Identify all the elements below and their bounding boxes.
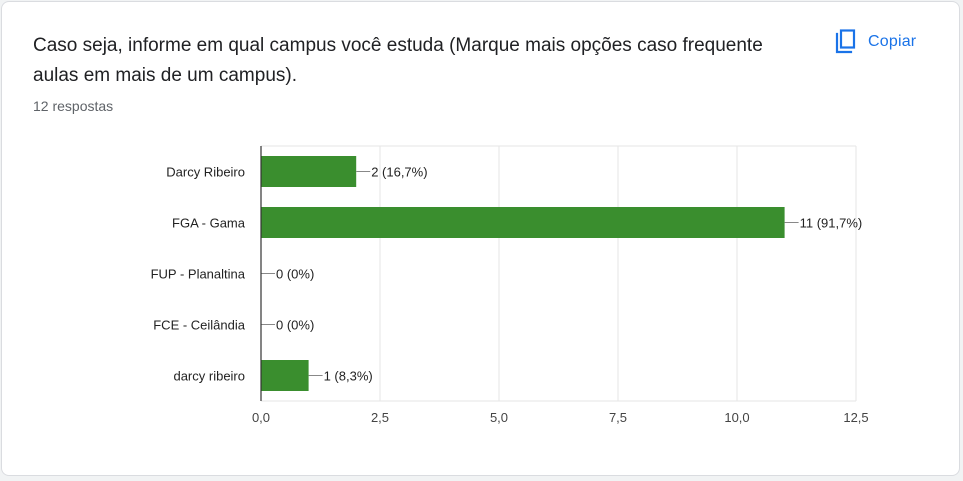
question-title: Caso seja, informe em qual campus você e…: [33, 35, 763, 86]
copy-icon: [834, 29, 856, 55]
x-tick-label: 10,0: [724, 410, 749, 425]
data-label: 0 (0%): [276, 318, 314, 333]
bar: [261, 207, 785, 238]
data-label: 2 (16,7%): [371, 165, 427, 180]
x-tick-label: 5,0: [490, 410, 508, 425]
x-tick-label: 7,5: [609, 410, 627, 425]
data-label: 11 (91,7%): [800, 216, 863, 231]
copy-chart-button[interactable]: Copiar: [830, 24, 922, 60]
category-label: FUP - Planaltina: [151, 267, 246, 282]
response-count: 12 respostas: [33, 98, 114, 114]
bar: [261, 360, 309, 391]
data-label: 0 (0%): [276, 267, 314, 282]
category-label: darcy ribeiro: [173, 369, 245, 384]
data-label: 1 (8,3%): [324, 369, 373, 384]
category-label: FGA - Gama: [172, 216, 246, 231]
x-tick-label: 12,5: [843, 410, 868, 425]
category-label: Darcy Ribeiro: [166, 165, 245, 180]
bar: [261, 156, 357, 187]
category-label: FCE - Ceilândia: [153, 318, 246, 333]
copy-label: Copiar: [868, 33, 917, 50]
x-tick-label: 2,5: [371, 410, 389, 425]
x-tick-label: 0,0: [252, 410, 270, 425]
